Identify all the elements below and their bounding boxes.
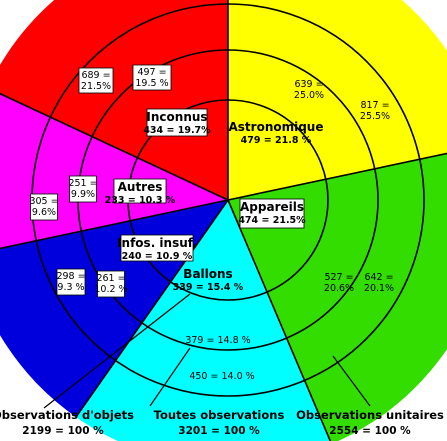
ring-box-infos_outer2 [56,268,86,296]
ring-label-inconnus_outer1-line1: 497 = [137,67,166,78]
category-value-inconnus: 434 = 19.7% [143,125,211,136]
captions: Observations d'objets 2199 = 100 % Toutes … [0,293,444,437]
ring-box-autres_outer1 [69,175,97,203]
ring-label-app_outer1-line2: 20.6% [324,283,354,294]
ring-label-infos_outer2-line2: 9.3 % [57,282,84,293]
category-value-astro: 479 = 21.8 % [241,135,312,146]
category-label-autres: Autres [118,180,163,194]
caption-title-unitaires: Observations unitaires [296,408,444,422]
category-label-astro: Astronomique [228,120,323,134]
ring-box-inconnus_outer1 [132,64,172,91]
ring-label-astro_outer2-line1: 817 = [360,100,389,111]
caption-title-objets: Observations d'objets [0,408,134,422]
category-label-infos: Infos. insuf. [117,236,197,250]
label-box-app [239,198,305,229]
category-label-ballons: Ballons [183,267,232,281]
ring-label-inconnus_outer1-line2: 19.5 % [135,78,168,89]
ring-label-app_outer1-line1: 527 = [324,272,353,283]
ring-label-inconnus_outer2-line1: 689 = [81,70,110,81]
category-label-app: Appareils [240,200,304,214]
label-box-autres [113,178,167,204]
sector-astro [228,0,447,200]
divider-inconnus [0,92,229,201]
ring-label-autres_outer1-line1: 251 = [68,178,97,189]
callout-line-toutes [149,347,191,407]
ring-label-inconnus_outer2-line2: 21.5% [81,81,111,92]
ring-label-autres_outer1-line2: 9.9% [71,189,95,200]
ring-label-astro_outer1-line1: 639 = [294,79,323,90]
caption-value-toutes: 3201 = 100 % [178,425,260,437]
ring-label-astro_outer1-line2: 25.0% [294,90,324,101]
caption-value-objets: 2199 = 100 % [22,425,104,437]
category-value-autres: 233 = 10.3 % [105,195,176,206]
label-box-inconnus [146,108,208,137]
ring-label-astro_outer2-line2: 25.5% [360,111,390,122]
category-value-infos: 240 = 10.9 % [122,251,193,262]
ring-label-ballons_outer1-line1: 379 = 14.8 % [185,335,250,346]
caption-title-toutes: Toutes observations [154,408,285,422]
sector-inconnus [0,0,228,200]
ring-label-autres_outer2-line2: 9.6% [32,207,56,218]
ring-box-autres_outer2 [30,193,58,221]
ring-label-app_outer2-line2: 20.1% [364,283,394,294]
caption-value-unitaires: 2554 = 100 % [329,425,411,437]
sector-ballons [76,200,331,441]
ring-box-infos_outer1 [97,270,125,298]
category-value-ballons: 339 = 15.4 % [173,282,244,293]
label-boxes [30,64,305,298]
ring-label-infos_outer2-line1: 298 = [56,271,85,282]
divider-app [227,152,447,201]
ring-label-ballons_outer2-line1: 450 = 14.0 % [189,371,254,382]
ring-label-infos_outer1-line1: 261 = [96,273,125,284]
divider-autres [0,199,229,250]
ring-label-app_outer2-line1: 642 = [364,272,393,283]
ring-box-inconnus_outer2 [78,67,114,94]
label-box-infos [120,234,194,262]
ring-label-infos_outer1-line2: 10.2 % [94,284,127,295]
category-label-inconnus: Inconnus [146,110,207,124]
divider-infos [75,199,229,418]
callout-line-objets [43,293,191,409]
divider-ballons [227,199,332,441]
category-value-app: 474 = 21.5% [238,215,306,226]
ring-label-autres_outer2-line1: 305 = [29,196,58,207]
callout-line-unitaires [332,355,371,407]
